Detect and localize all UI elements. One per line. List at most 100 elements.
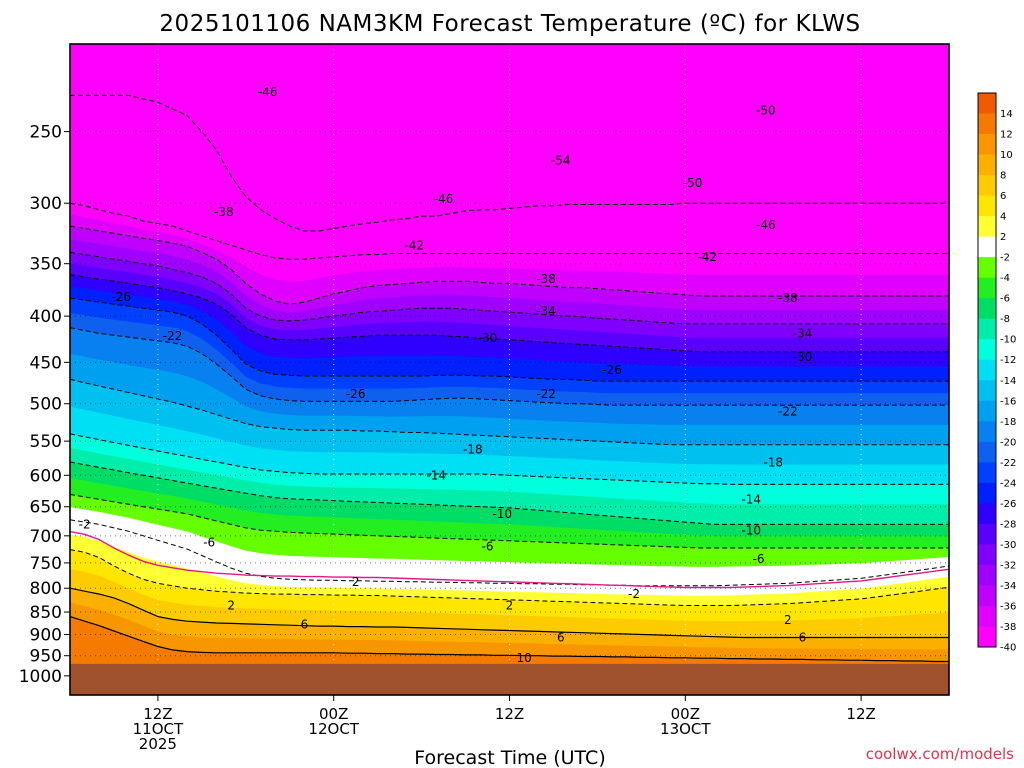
colorbar-swatch <box>978 195 996 217</box>
isotherm-line <box>70 549 949 606</box>
y-tick-label: 1000 <box>19 667 62 687</box>
contour-label: -18 <box>763 456 783 470</box>
colorbar-label: -26 <box>1000 499 1016 510</box>
colorbar-swatch <box>978 523 996 545</box>
x-tick-label: 13OCT <box>660 720 711 738</box>
contour-label: -42 <box>404 238 424 252</box>
contour-label: -14 <box>426 468 446 482</box>
colorbar-label: 2 <box>1000 232 1006 243</box>
contour-label: 2 <box>506 599 514 613</box>
freezing-line <box>70 530 949 589</box>
y-tick-label: 450 <box>30 353 62 373</box>
contour-label: -6 <box>203 535 215 549</box>
isotherm-line <box>70 433 949 485</box>
isotherm-line <box>70 519 949 587</box>
contour-label: -38 <box>214 205 234 219</box>
contour-label: -22 <box>536 387 556 401</box>
colorbar-label: -8 <box>1000 314 1010 325</box>
isotherm-line <box>70 202 949 260</box>
contour-label: -6 <box>753 552 765 566</box>
y-axis: 2503003504004505005506006507007508008509… <box>19 123 70 687</box>
contour-label: -42 <box>697 250 717 264</box>
contour-label: -38 <box>778 291 798 305</box>
y-tick-label: 650 <box>30 498 62 518</box>
y-tick-label: 800 <box>30 579 62 599</box>
temperature-fill-layers <box>70 44 949 695</box>
colorbar-label: -6 <box>1000 294 1010 305</box>
colorbar-label: -28 <box>1000 519 1016 530</box>
contour-label: -46 <box>434 192 454 206</box>
colorbar-label: -40 <box>1000 643 1016 654</box>
y-tick-label: 500 <box>30 395 62 415</box>
colorbar-label: -38 <box>1000 622 1016 633</box>
isotherm-line <box>70 94 949 232</box>
contour-label: -26 <box>111 290 131 304</box>
x-tick-label: 12OCT <box>308 720 359 738</box>
colorbar-swatch <box>978 605 996 627</box>
contour-label: -18 <box>463 443 483 457</box>
contour-label: -22 <box>163 329 183 343</box>
y-tick-label: 300 <box>30 194 62 214</box>
colorbar-swatch <box>978 339 996 361</box>
colorbar-label: 6 <box>1000 191 1006 202</box>
contour-label: -26 <box>346 387 366 401</box>
colorbar-label: -18 <box>1000 417 1016 428</box>
x-tick-label: 11OCT <box>133 720 184 738</box>
colorbar-swatch <box>978 236 996 258</box>
colorbar-swatch <box>978 441 996 463</box>
isotherm-line <box>70 274 949 353</box>
contour-label: -46 <box>258 85 278 99</box>
contour-label: -50 <box>756 104 776 118</box>
colorbar-swatch <box>978 277 996 299</box>
colorbar-label: -20 <box>1000 437 1016 448</box>
x-tick-label: 2025 <box>139 735 177 753</box>
colorbar-label: 10 <box>1000 150 1013 161</box>
colorbar-swatch <box>978 216 996 238</box>
x-tick-label: 12Z <box>143 705 172 723</box>
contour-label: 2 <box>227 599 235 613</box>
contour-label: 10 <box>517 651 532 665</box>
contour-label: -34 <box>793 326 813 340</box>
colorbar-label: -4 <box>1000 273 1010 284</box>
colorbar-swatch <box>978 175 996 197</box>
colorbar-swatch <box>978 626 996 648</box>
colorbar-label: -36 <box>1000 601 1016 612</box>
colorbar-swatch <box>978 503 996 525</box>
colorbar: 14 12 10 8 6 4 2 -2 -4 -6 -8 -10 -12 -14 -16 -18 -20 -22 -… <box>977 92 1016 654</box>
isotherm-line <box>70 378 949 446</box>
y-tick-label: 400 <box>30 307 62 327</box>
y-tick-label: 900 <box>30 625 62 645</box>
colorbar-swatch <box>978 359 996 381</box>
y-tick-label: 550 <box>30 432 62 452</box>
colorbar-label: -10 <box>1000 335 1016 346</box>
y-tick-label: 750 <box>30 554 62 574</box>
isotherm-line <box>70 587 949 639</box>
contour-label: 2 <box>784 613 792 627</box>
contour-label: -10 <box>741 524 761 538</box>
isotherm-line <box>70 461 949 525</box>
contour-label: -54 <box>551 153 571 167</box>
colorbar-swatch <box>978 564 996 586</box>
colorbar-swatch <box>978 544 996 566</box>
ground-fill <box>70 663 949 695</box>
contour-labels: -46-50-54-50-46-38-46-42-42-38-38-26-34-… <box>79 85 813 665</box>
x-axis-label: Forecast Time (UTC) <box>414 747 605 768</box>
ground-layer <box>70 663 949 695</box>
colorbar-label: 4 <box>1000 212 1006 223</box>
colorbar-label: -16 <box>1000 396 1016 407</box>
colorbar-swatch <box>978 154 996 176</box>
isotherm-line <box>70 225 949 305</box>
contour-label: -46 <box>756 218 776 232</box>
contour-label: -30 <box>793 350 813 364</box>
colorbar-swatch <box>978 421 996 443</box>
colorbar-label: -2 <box>1000 253 1010 264</box>
x-tick-label: 00Z <box>671 705 700 723</box>
colorbar-swatch <box>978 298 996 320</box>
contour-label: -50 <box>683 176 703 190</box>
y-tick-label: 700 <box>30 527 62 547</box>
contour-label: -14 <box>741 492 761 506</box>
grid-lines <box>70 44 949 695</box>
isotherm-lines <box>70 94 949 663</box>
y-tick-label: 950 <box>30 647 62 667</box>
colorbar-label: 12 <box>1000 130 1013 141</box>
